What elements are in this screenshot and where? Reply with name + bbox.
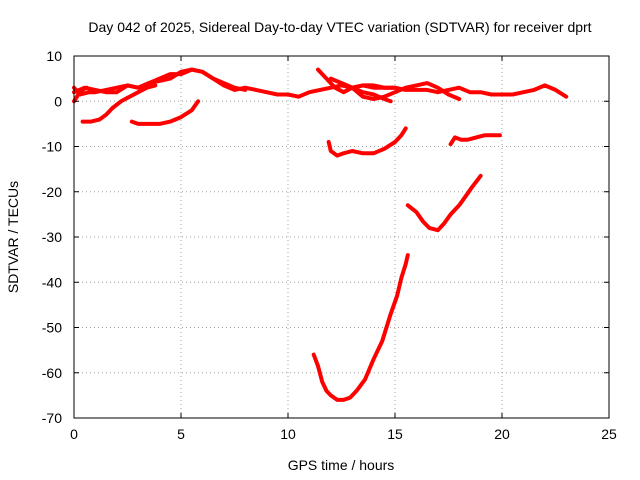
x-tick-label: 5 — [177, 426, 185, 442]
series-arc-2 — [72, 67, 248, 97]
y-tick-label: -70 — [42, 410, 62, 426]
series-arc-11 — [405, 173, 483, 233]
series-group — [72, 67, 569, 402]
y-tick-label: -20 — [42, 184, 62, 200]
x-axis-title: GPS time / hours — [288, 457, 395, 473]
y-tick-label: -60 — [42, 365, 62, 381]
y-tick-label: -30 — [42, 229, 62, 245]
y-tick-label: -40 — [42, 274, 62, 290]
series-arc-12 — [448, 133, 502, 147]
series-arc-8 — [339, 81, 462, 101]
series-arc-3 — [72, 85, 89, 104]
grid — [74, 56, 609, 418]
x-tick-label: 0 — [70, 426, 78, 442]
axis-ticks: 0 5 10 15 20 25 10 0 -10 -20 -30 -40 -50 -60 -70 — [42, 48, 617, 442]
chart-title: Day 042 of 2025, Sidereal Day-to-day VTE… — [88, 19, 591, 35]
y-tick-label: -50 — [42, 320, 62, 336]
y-axis-title: SDTVAR / TECUs — [5, 181, 21, 293]
y-tick-label: 0 — [54, 93, 62, 109]
x-tick-label: 20 — [494, 426, 510, 442]
x-tick-label: 25 — [601, 426, 617, 442]
series-arc-4 — [80, 83, 158, 124]
series-arc-9 — [326, 126, 408, 158]
y-tick-label: -10 — [42, 139, 62, 155]
x-tick-label: 15 — [387, 426, 403, 442]
x-tick-label: 10 — [280, 426, 296, 442]
series-arc-5 — [129, 99, 201, 126]
series-arc-10 — [311, 253, 410, 402]
y-tick-label: 10 — [46, 48, 62, 64]
